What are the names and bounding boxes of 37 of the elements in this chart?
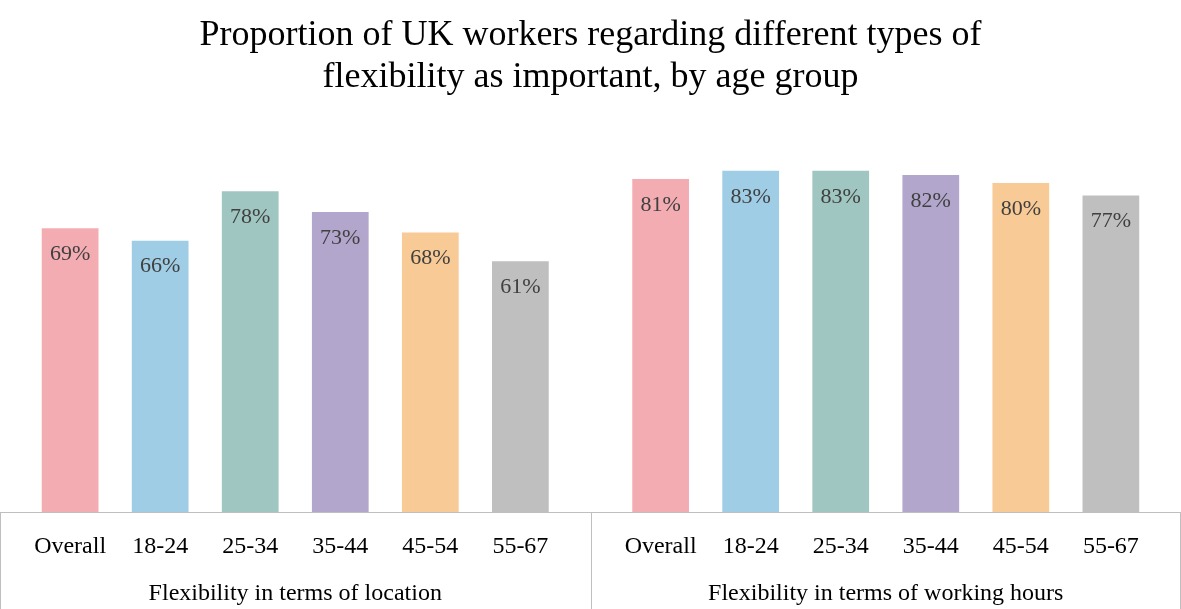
data-label: 83% — [730, 182, 771, 208]
data-label: 82% — [910, 186, 951, 212]
data-label: 81% — [640, 190, 681, 216]
bar — [992, 183, 1050, 512]
text: 35-44 — [902, 532, 959, 559]
data-label: 66% — [140, 252, 181, 278]
bar — [632, 179, 689, 512]
series-label: Overall — [34, 532, 107, 559]
bar — [902, 174, 960, 512]
bar — [41, 228, 99, 512]
bar — [812, 170, 870, 512]
bar — [401, 232, 459, 512]
data-label: 61% — [500, 273, 541, 298]
data-label: 78% — [230, 203, 271, 229]
data-label: 68% — [410, 244, 451, 270]
series-label: 55-67 — [492, 532, 549, 559]
data-label: 69% — [49, 240, 91, 266]
text: 18-24 — [722, 532, 779, 559]
text: 45-54 — [992, 532, 1049, 559]
data-label: 77% — [1090, 207, 1132, 233]
series-label: 45-54 — [402, 532, 459, 559]
bar — [131, 240, 189, 512]
data-label: 73% — [320, 223, 361, 249]
data-label: 83% — [820, 182, 861, 208]
x-tick-label: Flexibility in terms of location — [148, 579, 442, 606]
bar — [722, 170, 780, 512]
series-label: 25-34 — [222, 532, 279, 559]
series-label: 35-44 — [312, 532, 369, 559]
x-tick-label: Flexibility in terms of working hours — [708, 579, 1064, 606]
text: 55-67 — [1082, 532, 1139, 559]
data-label: 80% — [1000, 194, 1041, 220]
chart-title: Proportion of UK workers regarding different types of flexibility as important, by age group — [198, 12, 983, 97]
text: Overall — [624, 532, 697, 559]
bar — [221, 191, 279, 512]
text: 25-34 — [812, 532, 869, 559]
bar — [311, 211, 369, 512]
series-label: 18-24 — [132, 532, 189, 559]
